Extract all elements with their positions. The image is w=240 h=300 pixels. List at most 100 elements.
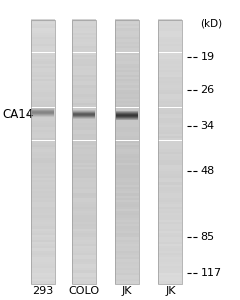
Text: COLO: COLO <box>68 286 100 296</box>
Bar <box>72 244 96 246</box>
Bar <box>158 52 182 55</box>
Bar <box>158 204 182 206</box>
Bar <box>115 110 139 112</box>
Bar <box>158 20 182 283</box>
Bar <box>115 50 139 52</box>
Bar <box>72 59 96 61</box>
Bar <box>115 90 139 92</box>
Bar <box>115 226 139 229</box>
Bar <box>72 134 96 136</box>
Bar <box>72 20 96 22</box>
Bar <box>31 154 55 156</box>
Bar <box>115 202 139 204</box>
Bar <box>158 107 182 110</box>
Bar <box>115 264 139 266</box>
Bar <box>115 196 139 198</box>
Bar <box>158 31 182 33</box>
Bar <box>31 167 55 169</box>
Bar <box>115 158 139 160</box>
Bar <box>115 77 139 79</box>
Bar <box>31 46 55 48</box>
Bar <box>158 226 182 229</box>
Bar <box>115 79 139 81</box>
Bar <box>72 90 96 92</box>
Bar <box>31 255 55 257</box>
Bar <box>31 209 55 211</box>
Bar <box>115 253 139 255</box>
Bar <box>72 253 96 255</box>
Bar <box>158 167 182 169</box>
Bar <box>31 130 55 132</box>
Bar <box>31 262 55 264</box>
Bar <box>158 105 182 107</box>
Bar <box>115 88 139 90</box>
Bar <box>31 110 55 112</box>
Bar <box>72 72 96 74</box>
Bar <box>158 48 182 50</box>
Bar <box>31 215 55 217</box>
Bar <box>158 28 182 31</box>
Bar <box>158 57 182 59</box>
Bar <box>72 154 96 156</box>
Bar <box>72 70 96 72</box>
Bar <box>31 35 55 37</box>
Bar <box>115 246 139 248</box>
Bar <box>115 143 139 145</box>
Bar <box>158 182 182 184</box>
Bar <box>115 154 139 156</box>
Bar <box>115 92 139 94</box>
Text: 19: 19 <box>200 52 215 62</box>
Bar <box>115 118 139 121</box>
Bar <box>31 176 55 178</box>
Bar <box>72 147 96 149</box>
Bar <box>158 242 182 244</box>
Bar <box>115 235 139 237</box>
Bar <box>72 97 96 99</box>
Bar <box>158 46 182 48</box>
Bar <box>31 123 55 125</box>
Bar <box>158 257 182 259</box>
Bar <box>115 81 139 83</box>
Bar <box>158 255 182 257</box>
Bar <box>31 22 55 24</box>
Bar <box>72 114 96 116</box>
Bar <box>72 61 96 64</box>
Bar <box>158 116 182 119</box>
Bar <box>158 211 182 213</box>
Bar <box>72 220 96 222</box>
Bar <box>158 138 182 140</box>
Bar <box>115 130 139 132</box>
Bar <box>158 81 182 83</box>
Bar <box>158 99 182 101</box>
Bar <box>72 237 96 239</box>
Bar <box>158 33 182 35</box>
Bar <box>115 182 139 184</box>
Bar <box>115 101 139 103</box>
Bar <box>115 156 139 158</box>
Bar <box>158 132 182 134</box>
Bar <box>72 204 96 206</box>
Bar <box>115 116 139 119</box>
Bar <box>115 176 139 178</box>
Bar <box>72 156 96 158</box>
Text: (kD): (kD) <box>200 19 222 29</box>
Bar <box>115 20 139 22</box>
Bar <box>31 145 55 147</box>
Bar <box>115 125 139 127</box>
Bar <box>158 41 182 44</box>
Bar <box>31 266 55 268</box>
Bar <box>158 184 182 187</box>
Bar <box>72 176 96 178</box>
Bar <box>158 145 182 147</box>
Text: JK: JK <box>165 286 176 296</box>
Bar <box>31 224 55 226</box>
Bar <box>31 59 55 61</box>
Bar <box>72 46 96 48</box>
Bar <box>158 121 182 123</box>
Text: CA14: CA14 <box>2 107 34 121</box>
Bar <box>31 114 55 116</box>
Bar <box>115 187 139 189</box>
Bar <box>72 33 96 35</box>
Bar <box>31 149 55 152</box>
Bar <box>31 193 55 196</box>
